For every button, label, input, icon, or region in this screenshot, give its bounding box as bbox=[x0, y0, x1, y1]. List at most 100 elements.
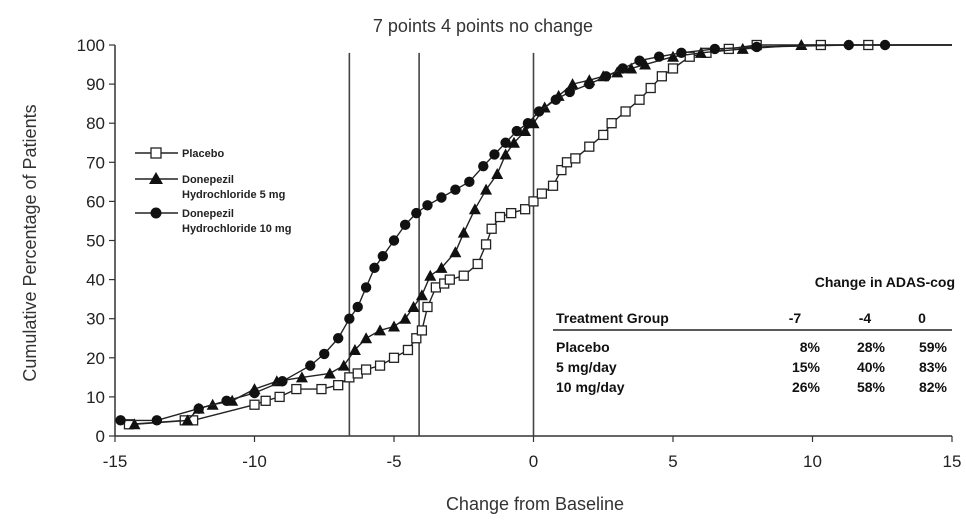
placebo-point bbox=[274, 391, 285, 403]
donepezil-5mg-point bbox=[415, 289, 428, 301]
table-cell: 26% bbox=[792, 379, 821, 395]
y-tick-label: 60 bbox=[86, 192, 105, 211]
table-cell: 15% bbox=[792, 359, 821, 375]
legend-circle-marker bbox=[150, 207, 162, 219]
donepezil-10mg-point bbox=[584, 78, 595, 90]
donepezil-5mg-point bbox=[480, 183, 493, 195]
donepezil-5mg-point bbox=[694, 46, 707, 58]
series-line bbox=[120, 44, 952, 422]
x-tick-label: -10 bbox=[242, 452, 267, 471]
donepezil-5mg-point bbox=[407, 300, 420, 312]
donepezil-10mg-point bbox=[360, 282, 372, 293]
donepezil-10mg-point bbox=[422, 200, 433, 211]
placebo-point bbox=[667, 63, 679, 74]
donepezil-5mg-point bbox=[468, 203, 481, 215]
donepezil-5mg-point bbox=[457, 226, 470, 238]
placebo-point bbox=[570, 153, 581, 164]
donepezil-10mg-point bbox=[879, 39, 891, 51]
donepezil-10mg-point bbox=[676, 47, 687, 59]
placebo-point bbox=[547, 180, 559, 191]
legend-label: Placebo bbox=[182, 148, 224, 160]
placebo-point bbox=[316, 383, 327, 395]
donepezil-5mg-point bbox=[348, 343, 361, 355]
placebo-point bbox=[458, 270, 469, 281]
placebo-point bbox=[584, 141, 595, 152]
placebo-point bbox=[360, 364, 372, 375]
donepezil-10mg-point bbox=[751, 41, 762, 53]
donepezil-10mg-point bbox=[533, 106, 545, 117]
placebo-point bbox=[249, 399, 260, 410]
x-tick-label: -5 bbox=[386, 452, 401, 471]
placebo-point bbox=[374, 360, 386, 371]
legend-label: Donepezil bbox=[182, 208, 234, 220]
placebo-point bbox=[444, 274, 455, 285]
x-tick-label: 5 bbox=[668, 452, 677, 471]
table-cell: 82% bbox=[919, 379, 948, 395]
legend: Placebo Donepezil Hydrochloride 5 mg Donepe… bbox=[135, 147, 291, 235]
donepezil-5mg-point bbox=[337, 359, 350, 371]
table-cell: 58% bbox=[857, 379, 886, 395]
donepezil-5mg-point bbox=[399, 312, 412, 324]
placebo-point bbox=[352, 368, 363, 379]
placebo-point bbox=[333, 380, 344, 391]
donepezil-10mg-point bbox=[436, 192, 447, 203]
donepezil-10mg-point bbox=[411, 207, 422, 219]
donepezil-5mg-point bbox=[360, 332, 373, 344]
y-tick-label: 30 bbox=[86, 310, 105, 329]
y-tick-label: 0 bbox=[96, 427, 105, 446]
donepezil-10mg-point bbox=[617, 63, 628, 74]
placebo-point bbox=[416, 325, 428, 336]
donepezil-5mg-point bbox=[639, 58, 652, 70]
donepezil-5mg-point bbox=[625, 62, 638, 74]
donepezil-5mg-point bbox=[507, 136, 520, 148]
donepezil-5mg-point bbox=[128, 418, 141, 430]
table-cell: 10 mg/day bbox=[556, 379, 625, 395]
placebo-point bbox=[422, 301, 433, 313]
legend-label-line2: Hydrochloride 5 mg bbox=[182, 189, 285, 201]
donepezil-5mg-point bbox=[736, 42, 749, 54]
donepezil-10mg-point bbox=[305, 360, 316, 371]
placebo-point bbox=[291, 383, 302, 395]
placebo-point bbox=[561, 157, 573, 168]
donepezil-10mg-point bbox=[489, 149, 500, 160]
placebo-point bbox=[486, 223, 497, 234]
donepezil-10mg-point bbox=[221, 395, 232, 407]
placebo-point bbox=[411, 333, 422, 344]
placebo-point bbox=[536, 188, 548, 199]
legend-square-marker bbox=[150, 147, 162, 159]
donepezil-5mg-point bbox=[491, 168, 504, 180]
table-header: -4 bbox=[859, 310, 872, 326]
donepezil-5mg-point bbox=[795, 39, 808, 50]
donepezil-10mg-point bbox=[653, 51, 665, 62]
y-tick-label: 100 bbox=[77, 36, 105, 55]
placebo-point bbox=[519, 204, 531, 215]
placebo-point bbox=[494, 211, 506, 223]
table-title: Change in ADAS-cog bbox=[815, 274, 955, 290]
donepezil-5mg-point bbox=[181, 414, 194, 426]
placebo-point bbox=[656, 71, 667, 82]
donepezil-10mg-point bbox=[344, 313, 355, 324]
donepezil-5mg-point bbox=[388, 320, 400, 332]
donepezil-10mg-point bbox=[522, 118, 534, 129]
x-tick-label: 15 bbox=[943, 452, 962, 471]
placebo-point bbox=[472, 258, 483, 270]
donepezil-10mg-point bbox=[500, 137, 511, 148]
table-cell: 59% bbox=[919, 339, 948, 355]
table-cell: 5 mg/day bbox=[556, 359, 617, 375]
placebo-point bbox=[598, 129, 609, 141]
donepezil-10mg-point bbox=[277, 376, 288, 387]
donepezil-10mg-point bbox=[511, 125, 522, 137]
y-tick-label: 70 bbox=[86, 153, 105, 172]
donepezil-10mg-point bbox=[634, 55, 645, 66]
donepezil-5mg-point bbox=[566, 78, 579, 90]
donepezil-10mg-point bbox=[115, 415, 126, 426]
donepezil-10mg-point bbox=[377, 250, 389, 262]
donepezil-10mg-point bbox=[151, 415, 163, 426]
table-cell: 83% bbox=[919, 359, 948, 375]
donepezil-10mg-point bbox=[249, 387, 260, 399]
adas-cog-table: Change in ADAS-cog Treatment Group -7 -4 0 Pl… bbox=[553, 274, 955, 395]
y-tick-label: 90 bbox=[86, 75, 105, 94]
placebo-point bbox=[388, 352, 400, 363]
